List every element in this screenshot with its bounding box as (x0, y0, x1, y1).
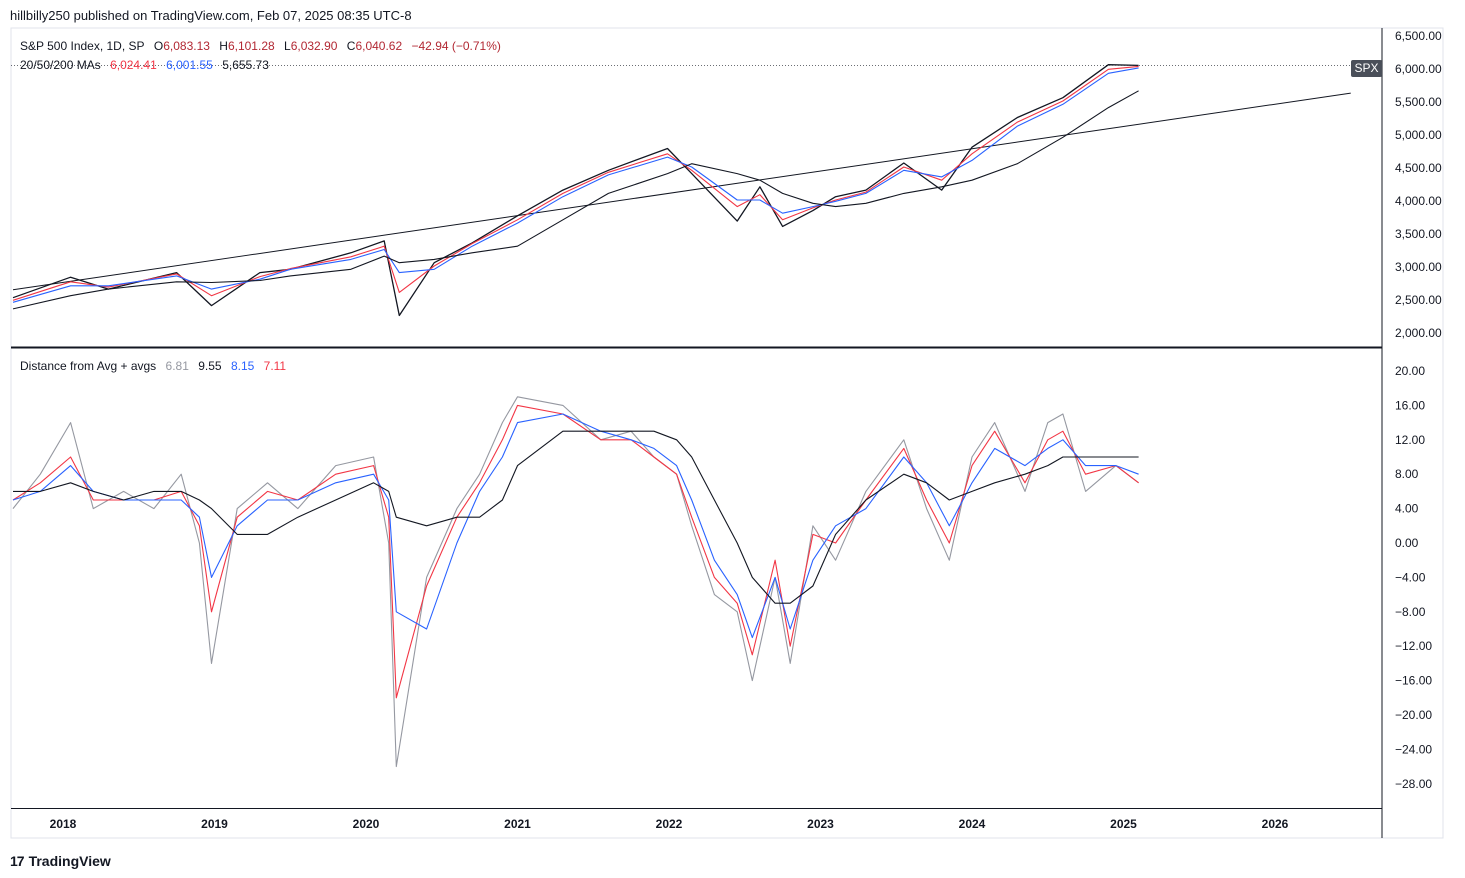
osc-axis-tick: 8.00 (1395, 467, 1419, 481)
osc-axis-tick: −24.00 (1395, 742, 1432, 756)
symbol-price-tag: SPX (1351, 60, 1382, 77)
osc-axis-tick: 20.00 (1395, 364, 1425, 378)
osc-axis-tick: 0.00 (1395, 536, 1419, 550)
time-axis-tick: 2019 (201, 817, 228, 831)
open-label: O (153, 39, 164, 53)
osc-legend: Distance from Avg + avgs 6.81 9.55 8.15 … (20, 359, 292, 373)
price-axis-tick: 2,500.00 (1395, 293, 1442, 307)
time-axis-tick: 2018 (50, 817, 77, 831)
publisher-line: hillbilly250 published on TradingView.co… (10, 8, 412, 23)
osc-raw-line (12, 396, 1139, 768)
high-label: H (219, 39, 228, 53)
low-value: 6,032.90 (290, 39, 338, 53)
osc-axis-tick: 16.00 (1395, 398, 1425, 412)
ma-legend-title: 20/50/200 MAs (20, 58, 101, 72)
osc-legend-title: Distance from Avg + avgs (20, 359, 157, 373)
ma20-value: 6,024.41 (110, 58, 157, 72)
tradingview-logo-icon: 17 (10, 853, 25, 869)
tradingview-brand[interactable]: 17 TradingView (10, 853, 111, 869)
close-value: 6,040.62 (355, 39, 403, 53)
osc-axis-tick: −28.00 (1395, 777, 1432, 791)
osc-value-3: 8.15 (230, 359, 255, 373)
price-legend-title: S&P 500 Index, 1D, SP (20, 39, 145, 53)
low-label: L (284, 39, 291, 53)
brand-name: TradingView (28, 853, 111, 869)
time-axis-tick: 2025 (1110, 817, 1137, 831)
time-axis-tick: 2026 (1262, 817, 1289, 831)
price-axis-tick: 5,000.00 (1395, 128, 1442, 142)
high-value: 6,101.28 (227, 39, 275, 53)
osc-mid-avg-line (12, 413, 1139, 639)
price-axis-tick: 4,000.00 (1395, 194, 1442, 208)
change-value: −42.94 (−0.71%) (411, 39, 501, 53)
osc-fast-avg-line (12, 404, 1139, 699)
price-legend: S&P 500 Index, 1D, SP O6,083.13 H6,101.2… (20, 39, 507, 53)
ma200-value: 5,655.73 (222, 58, 269, 72)
time-axis-tick: 2022 (656, 817, 683, 831)
price-axis-tick: 4,500.00 (1395, 161, 1442, 175)
open-value: 6,083.13 (163, 39, 210, 53)
trendline-0 (12, 92, 1351, 291)
osc-value-4: 7.11 (263, 359, 287, 373)
osc-axis-tick: 4.00 (1395, 502, 1419, 516)
time-axis-tick: 2020 (353, 817, 380, 831)
osc-axis-tick: 12.00 (1395, 433, 1425, 447)
price-axis-tick: 2,000.00 (1395, 326, 1442, 340)
chart-border (10, 27, 1444, 839)
osc-slow-avg-line (13, 430, 1139, 604)
osc-axis-tick: −8.00 (1395, 605, 1426, 619)
price-series-line (12, 64, 1139, 317)
price-axis-tick: 5,500.00 (1395, 95, 1442, 109)
osc-value-1: 6.81 (165, 359, 189, 373)
time-axis-tick: 2023 (807, 817, 834, 831)
osc-axis-tick: −4.00 (1395, 570, 1426, 584)
osc-axis-tick: −12.00 (1395, 639, 1432, 653)
price-axis-tick: 6,500.00 (1395, 29, 1442, 43)
ma20-series-line (12, 65, 1139, 301)
osc-axis-tick: −20.00 (1395, 708, 1432, 722)
ma50-value: 6,001.55 (166, 58, 213, 72)
price-axis-tick: 3,500.00 (1395, 227, 1442, 241)
ma-legend: 20/50/200 MAs 6,024.41 6,001.55 5,655.73 (20, 58, 275, 72)
time-axis-tick: 2024 (959, 817, 986, 831)
ma200-series-line (12, 90, 1139, 310)
price-axis-tick: 6,000.00 (1395, 62, 1442, 76)
osc-axis-tick: −16.00 (1395, 674, 1432, 688)
osc-value-2: 9.55 (198, 359, 222, 373)
close-label: C (346, 39, 356, 53)
price-axis-tick: 3,000.00 (1395, 260, 1442, 274)
time-axis-tick: 2021 (504, 817, 531, 831)
